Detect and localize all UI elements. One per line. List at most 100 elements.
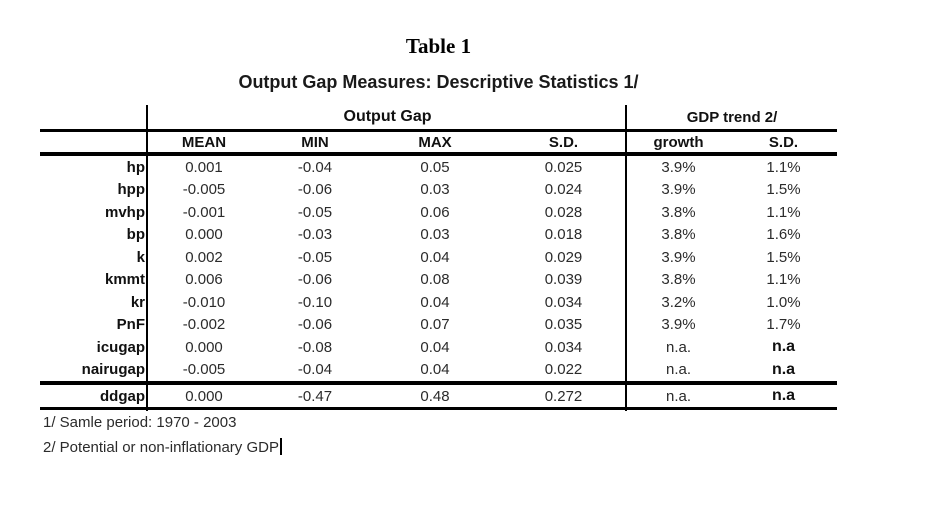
vertical-divider-labels: [146, 105, 148, 411]
footnote-1: 1/ Samle period: 1970 - 2003: [43, 414, 237, 431]
cell-max: 0.08: [420, 271, 450, 289]
cell-sd: 0.034: [544, 293, 583, 311]
cell-growth: 3.8%: [661, 203, 696, 221]
group-header-gdp-trend: GDP trend 2/: [686, 108, 778, 126]
row-label: PnF: [116, 316, 145, 334]
row-label: kr: [130, 293, 145, 311]
cell-max: 0.04: [420, 293, 450, 311]
cell-gdp-sd: 1.1%: [766, 158, 801, 176]
cell-min: -0.47: [297, 387, 333, 405]
cell-mean: 0.000: [185, 338, 223, 356]
row-label: icugap: [96, 338, 145, 356]
row-label: hp: [126, 158, 145, 176]
footnote-2[interactable]: 2/ Potential or non-inflationary GDP: [43, 435, 282, 460]
cell-gdp-sd: 1.0%: [766, 293, 801, 311]
table-heading: Table 1 Output Gap Measures: Descriptive…: [40, 34, 837, 93]
row-label: kmmt: [104, 271, 145, 289]
row-label: ddgap: [100, 387, 145, 405]
column-header-gdp-sd: S.D.: [768, 133, 799, 151]
row-label: mvhp: [104, 203, 145, 221]
table-row: ddgap 0.000 -0.47 0.48 0.272 n.a. n.a: [40, 385, 837, 407]
cell-max: 0.04: [420, 361, 450, 379]
cell-mean: 0.000: [185, 387, 223, 405]
group-header-output-gap: Output Gap: [343, 108, 432, 125]
cell-sd: 0.039: [544, 271, 583, 289]
cell-min: -0.06: [297, 271, 333, 289]
table-title: Table 1: [405, 34, 472, 58]
table-row: PnF -0.002 -0.06 0.07 0.035 3.9% 1.7%: [40, 314, 837, 337]
table-row: mvhp -0.001 -0.05 0.06 0.028 3.8% 1.1%: [40, 201, 837, 224]
table-row: k 0.002 -0.05 0.04 0.029 3.9% 1.5%: [40, 246, 837, 269]
cell-gdp-sd: 1.1%: [766, 203, 801, 221]
table-row: nairugap -0.005 -0.04 0.04 0.022 n.a. n.…: [40, 359, 837, 382]
cell-mean: 0.001: [185, 158, 223, 176]
table-row: bp 0.000 -0.03 0.03 0.018 3.8% 1.6%: [40, 224, 837, 247]
rule-above-ddgap: [40, 381, 837, 385]
cell-min: -0.08: [297, 338, 333, 356]
cell-growth: 3.9%: [661, 158, 696, 176]
cell-sd: 0.022: [544, 361, 583, 379]
cell-growth: n.a.: [665, 387, 692, 405]
rule-under-column-headers: [40, 152, 837, 156]
cell-sd: 0.029: [544, 248, 583, 266]
row-label: k: [136, 248, 145, 266]
cell-sd: 0.028: [544, 203, 583, 221]
cell-max: 0.06: [420, 203, 450, 221]
cell-max: 0.04: [420, 248, 450, 266]
row-label: bp: [126, 226, 145, 244]
cell-sd: 0.024: [544, 181, 583, 199]
table-row: hp 0.001 -0.04 0.05 0.025 3.9% 1.1%: [40, 156, 837, 179]
cell-gdp-sd: 1.1%: [766, 271, 801, 289]
table-row: icugap 0.000 -0.08 0.04 0.034 n.a. n.a: [40, 336, 837, 359]
vertical-divider-gdp: [625, 105, 627, 411]
cell-min: -0.06: [297, 181, 333, 199]
column-header-growth: growth: [653, 133, 704, 151]
text-cursor: [279, 438, 282, 455]
cell-mean: -0.005: [182, 181, 226, 199]
cell-sd: 0.018: [544, 226, 583, 244]
cell-mean: 0.000: [185, 226, 223, 244]
column-header-mean: MEAN: [181, 133, 227, 151]
cell-max: 0.07: [420, 316, 450, 334]
cell-gdp-sd: n.a: [771, 387, 796, 404]
footnotes: 1/ Samle period: 1970 - 2003 2/ Potentia…: [43, 410, 282, 460]
cell-max: 0.03: [420, 226, 450, 244]
table-subtitle: Output Gap Measures: Descriptive Statist…: [238, 72, 639, 92]
table-row: kmmt 0.006 -0.06 0.08 0.039 3.8% 1.1%: [40, 269, 837, 292]
cell-min: -0.04: [297, 158, 333, 176]
cell-min: -0.05: [297, 203, 333, 221]
table-row: kr -0.010 -0.10 0.04 0.034 3.2% 1.0%: [40, 291, 837, 314]
cell-growth: 3.2%: [661, 293, 696, 311]
cell-max: 0.48: [420, 387, 450, 405]
cell-mean: -0.010: [182, 293, 226, 311]
row-label: nairugap: [81, 361, 145, 379]
cell-growth: 3.9%: [661, 181, 696, 199]
cell-min: -0.03: [297, 226, 333, 244]
column-header-row: MEAN MIN MAX S.D. growth S.D.: [40, 132, 837, 152]
cell-mean: -0.002: [182, 316, 226, 334]
cell-gdp-sd: 1.7%: [766, 316, 801, 334]
cell-growth: n.a.: [665, 361, 692, 379]
cell-sd: 0.035: [544, 316, 583, 334]
rule-under-group-headers: [40, 129, 837, 132]
cell-max: 0.05: [420, 158, 450, 176]
row-label: hpp: [117, 181, 146, 199]
cell-min: -0.05: [297, 248, 333, 266]
cell-min: -0.06: [297, 316, 333, 334]
cell-growth: 3.8%: [661, 226, 696, 244]
cell-growth: n.a.: [665, 338, 692, 356]
cell-growth: 3.8%: [661, 271, 696, 289]
cell-gdp-sd: n.a: [771, 338, 796, 356]
rule-bottom: [40, 407, 837, 410]
cell-gdp-sd: 1.5%: [766, 181, 801, 199]
cell-sd: 0.025: [544, 158, 583, 176]
cell-mean: 0.002: [185, 248, 223, 266]
cell-sd: 0.272: [544, 387, 583, 405]
cell-gdp-sd: 1.6%: [766, 226, 801, 244]
column-header-max: MAX: [418, 133, 452, 151]
cell-max: 0.03: [420, 181, 450, 199]
cell-min: -0.10: [297, 293, 333, 311]
cell-gdp-sd: n.a: [771, 360, 796, 378]
cell-mean: 0.006: [185, 271, 223, 289]
